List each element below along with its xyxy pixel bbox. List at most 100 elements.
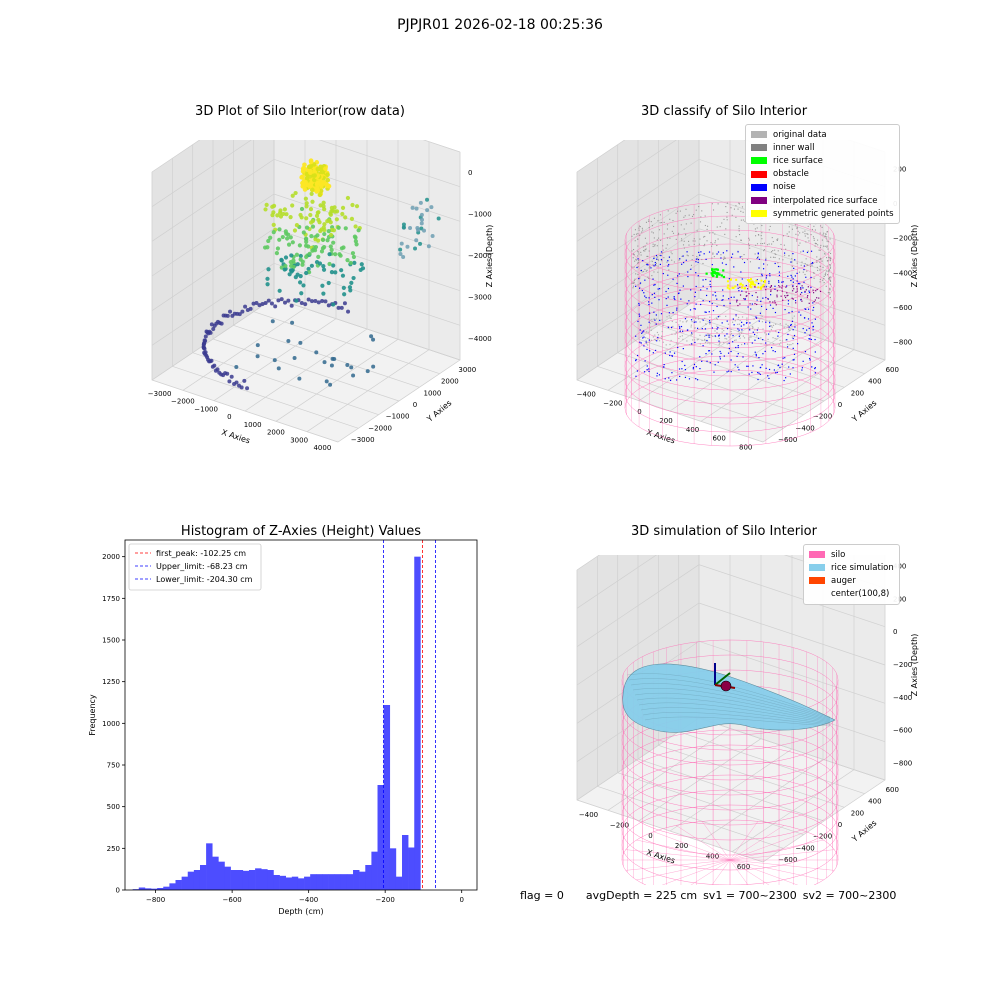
noise-point — [790, 323, 792, 326]
wall-point — [735, 205, 737, 207]
noise-point — [760, 366, 762, 369]
wall-point — [701, 258, 703, 261]
original-point — [741, 343, 743, 346]
noise-point — [697, 258, 699, 261]
original-point — [693, 339, 696, 341]
wall-point — [633, 281, 635, 283]
noise-point — [757, 282, 760, 285]
wall-point — [712, 243, 714, 245]
wall-point — [698, 243, 700, 245]
data-point — [297, 376, 302, 381]
wall-point — [755, 235, 757, 237]
noise-point — [765, 296, 767, 299]
noise-point — [645, 341, 647, 343]
original-point — [730, 330, 732, 333]
wall-point — [804, 233, 806, 235]
x-tick-label: −200 — [376, 896, 395, 904]
legend-entry: center(100,8) — [809, 588, 894, 601]
interp-point — [813, 301, 815, 303]
wall-point — [648, 277, 650, 279]
data-point — [310, 224, 316, 229]
noise-point — [732, 334, 734, 337]
interp-point — [746, 288, 749, 290]
wall-point — [829, 264, 831, 266]
noise-point — [647, 264, 649, 266]
wall-point — [688, 244, 690, 246]
wall-point — [829, 279, 831, 281]
wall-point — [637, 255, 639, 257]
histogram-bar — [353, 870, 360, 890]
rice-surface-point — [713, 271, 716, 274]
gridline — [576, 140, 886, 173]
data-point — [320, 237, 326, 243]
wall-point — [637, 266, 639, 268]
legend-label: first_peak: -102.25 cm — [156, 549, 246, 558]
noise-point — [797, 283, 800, 285]
wall-point — [829, 289, 831, 291]
data-point — [419, 212, 424, 217]
original-point — [694, 327, 696, 329]
noise-point — [803, 317, 806, 319]
data-point — [322, 360, 327, 365]
data-point — [328, 244, 333, 249]
original-point — [661, 330, 663, 333]
noise-point — [790, 279, 792, 282]
original-point — [649, 322, 651, 324]
data-point — [240, 309, 245, 314]
original-point — [727, 323, 730, 325]
z-tick-label: −2000 — [468, 252, 492, 260]
data-point — [332, 205, 337, 210]
noise-point — [700, 303, 702, 306]
original-point — [675, 342, 678, 344]
noise-point — [711, 302, 713, 305]
wall-point — [755, 244, 757, 246]
noise-point — [667, 265, 669, 267]
noise-point — [654, 283, 656, 286]
data-point — [340, 205, 346, 210]
data-point — [333, 270, 338, 275]
wall-point — [783, 244, 785, 246]
noise-point — [730, 256, 733, 258]
noise-point — [646, 348, 648, 351]
wall-point — [819, 265, 821, 267]
data-point — [343, 226, 348, 231]
data-point — [299, 206, 305, 212]
interp-point — [801, 300, 803, 302]
original-point — [752, 327, 754, 329]
data-point — [327, 252, 332, 257]
noise-point — [643, 345, 645, 347]
noise-point — [770, 347, 773, 349]
original-point — [714, 330, 716, 332]
wall-point — [675, 212, 677, 214]
noise-point — [768, 280, 770, 282]
noise-point — [721, 322, 723, 324]
interp-point — [739, 286, 741, 289]
data-point — [287, 272, 292, 277]
noise-point — [741, 278, 743, 280]
data-point — [225, 371, 230, 376]
wall-point — [711, 203, 713, 205]
original-point — [738, 333, 740, 335]
wall-point — [791, 228, 794, 230]
noise-point — [708, 350, 711, 352]
wall-point — [656, 256, 658, 258]
wall-point — [635, 233, 638, 235]
noise-point — [642, 259, 644, 262]
data-point — [310, 199, 315, 204]
histogram-bar — [206, 843, 213, 890]
noise-point — [768, 377, 770, 379]
wall-point — [804, 263, 806, 265]
noise-point — [704, 328, 707, 330]
surface-mesh-line — [634, 693, 831, 722]
histogram-bar — [212, 856, 219, 890]
wall-point — [823, 275, 825, 277]
data-point — [324, 379, 329, 384]
noise-point — [690, 268, 692, 270]
noise-point — [684, 369, 687, 371]
y-tick-label: −2000 — [368, 424, 392, 432]
wall-point — [672, 232, 675, 234]
interp-point — [754, 285, 756, 287]
data-point — [319, 227, 324, 232]
wall-point — [688, 214, 690, 216]
data-point — [419, 221, 424, 226]
